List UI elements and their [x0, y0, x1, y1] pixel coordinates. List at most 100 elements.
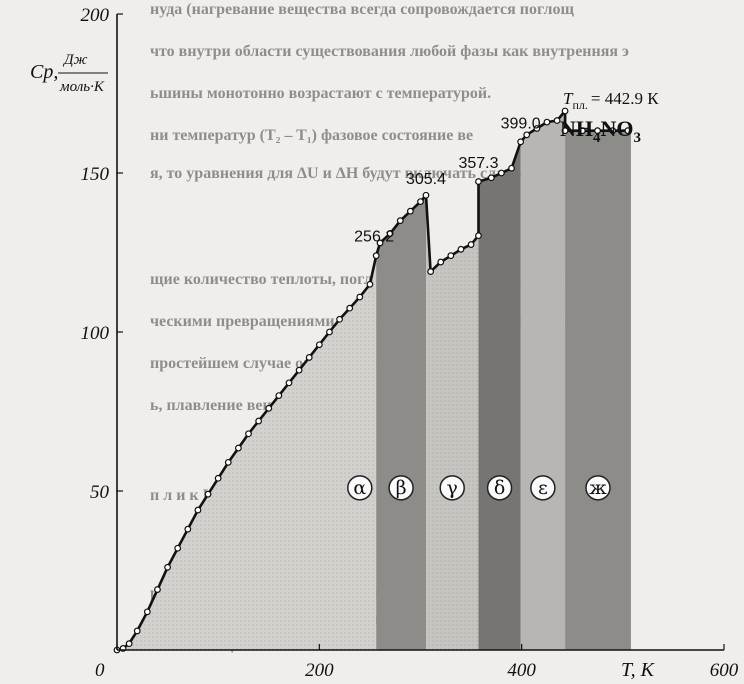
data-point [184, 525, 192, 533]
data-point [475, 232, 482, 240]
data-point [609, 127, 617, 135]
data-point [336, 315, 343, 323]
x-tick-label: 600 [710, 660, 739, 681]
data-point [533, 125, 541, 132]
phase-symbol: ж [585, 475, 611, 501]
data-point [245, 430, 252, 438]
phase-symbol-circle [388, 475, 414, 501]
phase-region-3 [478, 141, 521, 651]
phase-region-4 [520, 111, 566, 650]
transition-temperature-label: 256.2 [354, 228, 394, 245]
data-point [417, 198, 424, 206]
data-point [487, 174, 495, 182]
background-text-line: п л и к Н [150, 487, 216, 504]
data-point [154, 586, 161, 593]
data-point [386, 230, 394, 237]
data-point [204, 490, 212, 498]
data-point [508, 164, 515, 172]
x-tick-label: 400 [507, 660, 536, 681]
data-line-layer [113, 107, 632, 654]
data-point [346, 304, 354, 312]
phase-symbol: γ [439, 475, 465, 501]
data-point [164, 563, 171, 571]
transition-temperature-label: 357.3 [458, 155, 498, 172]
phase-symbol-circle [347, 475, 373, 501]
data-point [467, 241, 475, 248]
background-text-line: я, то уравнения для ΔU и ΔH будут включа… [150, 165, 557, 182]
compound-formula: NH4NO3 [560, 116, 641, 146]
y-tick-label: 200 [81, 5, 110, 26]
x-tick-label: 0 [95, 660, 105, 681]
data-point [285, 379, 293, 387]
phase-symbol-circle [486, 475, 513, 501]
background-text-line: ьшины монотонно возрастают с температуро… [150, 85, 491, 102]
y-axis-unit-numerator: Дж [62, 52, 88, 68]
phase-symbol-label: β [396, 477, 407, 499]
background-text-line: что внутри области существования любой ф… [150, 43, 629, 60]
background-text-line: ни температур (T₂ – T₁) фазовое состояни… [150, 127, 473, 144]
x-axis-label: T, K [621, 659, 656, 681]
background-text-line: нуда (нагревание вещества всегда сопрово… [150, 1, 574, 18]
data-point [295, 366, 303, 374]
y-tick-label: 100 [81, 323, 110, 344]
data-point [224, 458, 232, 466]
phase-region-texture [117, 255, 377, 650]
data-point [255, 417, 263, 425]
phase-symbol-label: ж [589, 477, 607, 499]
y-axis-unit-denominator: моль·К [59, 79, 105, 95]
phase-symbol: α [347, 475, 373, 501]
data-point [356, 293, 364, 301]
phase-symbol-circle [439, 475, 465, 501]
phase-symbol: β [388, 475, 414, 501]
y-tick-label: 150 [81, 164, 110, 185]
x-tick-label: 200 [305, 660, 334, 681]
data-point [561, 107, 569, 115]
data-point [543, 118, 551, 126]
data-point [624, 127, 632, 135]
data-point [376, 239, 384, 247]
data-point [143, 608, 151, 616]
data-point [133, 627, 141, 635]
transition-labels: 256.2 305.4 357.3 399.0 [354, 115, 541, 245]
phase-region-5 [565, 130, 631, 650]
data-point [457, 245, 465, 253]
data-point [315, 341, 323, 349]
phase-region-1 [376, 195, 426, 651]
data-point [578, 127, 586, 135]
data-point [523, 131, 531, 139]
data-point [372, 252, 380, 260]
data-point [214, 474, 222, 482]
data-point [498, 169, 505, 177]
transition-temperature-label: 399.0 [501, 115, 541, 132]
y-axis-label: Cp, Дж моль·К [30, 52, 108, 95]
phase-symbol-label: γ [447, 477, 458, 499]
data-point [275, 392, 283, 400]
phase-symbol: δ [486, 475, 513, 501]
data-point [475, 178, 482, 185]
melting-temperature-label: Tпл. = 442.9 К [563, 89, 659, 112]
tick-labels: 0 200 400 600 50 100 150 200 [81, 5, 739, 681]
data-point [194, 506, 202, 514]
data-point [447, 252, 455, 260]
data-point [125, 640, 133, 648]
data-point [265, 404, 273, 412]
data-point [305, 354, 313, 361]
phase-region-texture [426, 195, 479, 651]
y-axis-label-symbol: Cp, [30, 61, 58, 83]
data-point [427, 268, 435, 275]
data-point [594, 127, 601, 135]
data-point [437, 258, 445, 266]
phase-symbol-label: α [353, 477, 366, 499]
data-point [326, 328, 333, 336]
data-point [517, 138, 525, 146]
phase-symbol-circle [585, 475, 611, 501]
data-point [422, 191, 430, 199]
data-point [406, 207, 414, 215]
data-point [553, 117, 561, 124]
data-point [561, 127, 569, 135]
data-point [234, 444, 242, 452]
data-point [396, 217, 404, 225]
